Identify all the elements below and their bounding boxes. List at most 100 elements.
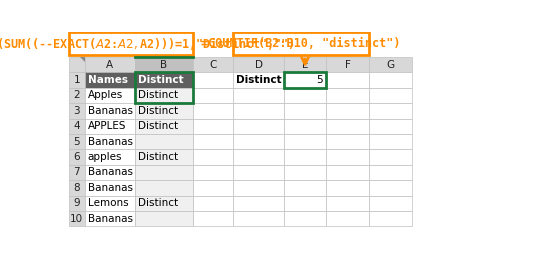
Bar (135, 72, 193, 88)
Bar (135, 72, 193, 103)
Bar (69, 149, 85, 165)
Bar (193, 211, 233, 226)
Bar (135, 88, 193, 103)
Bar (284, 72, 326, 88)
Bar (369, 72, 411, 88)
Text: Bananas: Bananas (87, 168, 133, 178)
Text: apples: apples (87, 152, 122, 162)
Bar (69, 72, 85, 88)
Bar (85, 211, 135, 226)
Text: {=IF(SUM((--EXACT($A$2:$A2,$A2)))=1,"Distinct",""): {=IF(SUM((--EXACT($A$2:$A2,$A2)))=1,"Dis… (0, 36, 294, 52)
Text: A: A (106, 60, 113, 70)
Bar (193, 196, 233, 211)
Text: 6: 6 (73, 152, 80, 162)
Bar (284, 180, 326, 196)
Bar (326, 165, 369, 180)
Bar (369, 88, 411, 103)
Bar (369, 103, 411, 119)
Bar (193, 165, 233, 180)
Bar (326, 149, 369, 165)
Bar (369, 196, 411, 211)
Bar (135, 57, 193, 72)
Bar (85, 88, 135, 103)
Bar (284, 72, 326, 88)
Bar (233, 149, 284, 165)
Bar (326, 180, 369, 196)
Text: 10: 10 (70, 214, 83, 224)
Bar (69, 165, 85, 180)
Bar (85, 72, 135, 88)
Text: Distinct: Distinct (138, 106, 178, 116)
Bar (69, 180, 85, 196)
Bar (369, 180, 411, 196)
Text: 9: 9 (73, 198, 80, 208)
Bar (284, 165, 326, 180)
Text: 5: 5 (316, 75, 323, 85)
Text: Lemons: Lemons (87, 198, 129, 208)
Polygon shape (80, 57, 85, 62)
Text: 3: 3 (73, 106, 80, 116)
Bar (85, 119, 135, 134)
Bar (233, 32, 369, 55)
Bar (233, 134, 284, 149)
Text: Names: Names (87, 75, 127, 85)
Bar (193, 88, 233, 103)
Text: E: E (302, 60, 308, 70)
Bar (284, 134, 326, 149)
Text: 4: 4 (73, 121, 80, 131)
Bar (135, 103, 193, 119)
Bar (233, 72, 284, 88)
Bar (233, 165, 284, 180)
Bar (369, 119, 411, 134)
Bar (369, 134, 411, 149)
Bar (193, 103, 233, 119)
Bar (135, 196, 193, 211)
Bar (326, 119, 369, 134)
Bar (326, 88, 369, 103)
Bar (69, 88, 85, 103)
Bar (326, 103, 369, 119)
Bar (135, 180, 193, 196)
Bar (135, 165, 193, 180)
Text: F: F (345, 60, 350, 70)
Bar (326, 72, 369, 88)
Text: =COUNTIF(B2:B10, "distinct"): =COUNTIF(B2:B10, "distinct") (201, 37, 401, 50)
Text: 8: 8 (73, 183, 80, 193)
Bar (69, 103, 85, 119)
Text: Distinct: Distinct (138, 75, 184, 85)
Text: Apples: Apples (87, 90, 123, 100)
Bar (233, 103, 284, 119)
Bar (69, 57, 85, 72)
Text: Distinct: Distinct (138, 198, 178, 208)
Bar (193, 57, 233, 72)
Bar (135, 134, 193, 149)
Bar (284, 149, 326, 165)
Text: Bananas: Bananas (87, 214, 133, 224)
Bar (69, 196, 85, 211)
Bar (369, 149, 411, 165)
Text: B: B (160, 60, 167, 70)
Bar (326, 196, 369, 211)
Bar (85, 57, 135, 72)
Bar (85, 103, 135, 119)
Bar (85, 134, 135, 149)
Text: Bananas: Bananas (87, 183, 133, 193)
Bar (233, 119, 284, 134)
Bar (284, 103, 326, 119)
Bar (326, 211, 369, 226)
Bar (233, 196, 284, 211)
Text: Distinct: Distinct (237, 75, 282, 85)
Text: Distinct: Distinct (138, 90, 178, 100)
Bar (193, 149, 233, 165)
Bar (135, 149, 193, 165)
Text: 7: 7 (73, 168, 80, 178)
Bar (69, 211, 85, 226)
Text: C: C (210, 60, 217, 70)
Bar (284, 196, 326, 211)
Text: APPLES: APPLES (87, 121, 126, 131)
Text: Distinct: Distinct (138, 121, 178, 131)
Bar (326, 57, 369, 72)
Bar (85, 165, 135, 180)
Bar (233, 88, 284, 103)
Text: Bananas: Bananas (87, 106, 133, 116)
